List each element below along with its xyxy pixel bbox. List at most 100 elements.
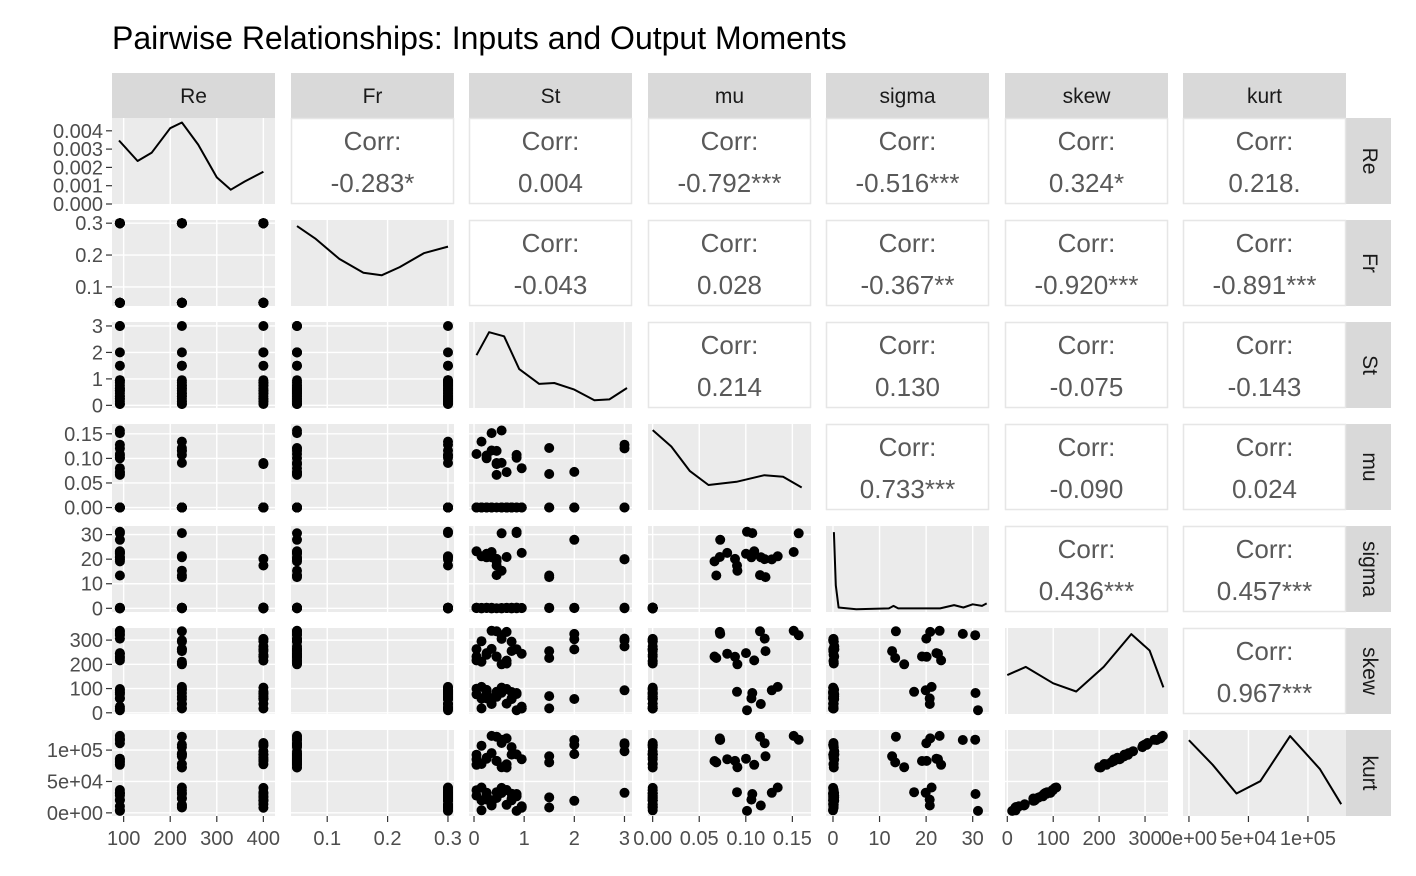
corr-value-Re-skew: 0.324*: [1049, 168, 1124, 198]
row-strip-Fr: [1346, 220, 1391, 306]
scatter-point-kurt-Re: [258, 795, 269, 806]
scatter-point-kurt-skew: [1019, 799, 1030, 810]
scatter-point-kurt-Re: [114, 753, 125, 764]
scatter-point-skew-St: [491, 626, 502, 637]
x-tick-label-skew: 0: [1002, 828, 1013, 850]
scatter-point-skew-Re: [258, 693, 269, 704]
scatter-point-skew-St: [516, 648, 527, 659]
corr-panel-Fr-kurt: [1182, 219, 1347, 307]
scatter-point-skew-mu: [742, 705, 752, 716]
scatter-point-kurt-mu: [732, 787, 742, 798]
scatter-point-sigma-St: [516, 547, 527, 558]
column-strip-label-kurt: kurt: [1247, 85, 1282, 108]
column-strip-label-St: St: [541, 85, 561, 108]
scatter-point-sigma-mu: [730, 553, 740, 564]
x-tick-label-St: 0: [468, 828, 479, 850]
panel-bg-sigma-Re: [112, 526, 275, 612]
scatter-point-sigma-mu: [715, 534, 726, 545]
scatter-point-mu-Re: [176, 443, 187, 453]
scatter-point-skew-mu: [741, 648, 751, 659]
scatter-point-kurt-St: [619, 746, 630, 757]
corr-label: Corr:: [1058, 228, 1116, 258]
corr-panel-sigma-skew: [1004, 525, 1169, 613]
scatter-point-skew-St: [506, 646, 517, 656]
scatter-point-skew-Fr: [292, 651, 302, 662]
corr-label: Corr:: [1236, 228, 1294, 258]
scatter-point-sigma-mu: [793, 528, 804, 539]
scatter-point-sigma-St: [481, 548, 492, 559]
scatter-point-kurt-mu: [647, 759, 658, 770]
scatter-point-sigma-Fr: [443, 602, 453, 613]
scatter-point-St-Re: [114, 321, 125, 331]
corr-label: Corr:: [1058, 126, 1116, 156]
y-tick-label-skew: 0: [92, 703, 103, 725]
scatter-point-mu-St: [471, 449, 482, 459]
scatter-point-skew-Re: [176, 683, 187, 694]
scatter-point-skew-sigma: [970, 688, 981, 698]
scatter-point-skew-sigma: [828, 634, 839, 645]
density-curve-kurt: [1188, 735, 1343, 805]
scatter-point-sigma-St: [544, 572, 555, 583]
scatter-point-kurt-mu: [715, 735, 726, 745]
row-strip-label-mu: mu: [1358, 452, 1381, 481]
scatter-point-skew-sigma: [970, 630, 981, 641]
scatter-point-mu-Re: [114, 428, 125, 439]
scatter-point-kurt-skew: [1141, 739, 1152, 750]
corr-label: Corr:: [1058, 330, 1116, 360]
scatter-point-skew-Re: [114, 648, 125, 659]
scatter-point-kurt-sigma: [957, 735, 968, 745]
scatter-point-skew-mu: [760, 646, 771, 657]
scatter-point-mu-St: [506, 502, 517, 513]
corr-value-Re-Fr: -0.283*: [331, 168, 415, 198]
density-curve-Re: [118, 121, 264, 191]
column-strip-kurt: [1183, 73, 1346, 118]
x-tick-label-sigma: 10: [868, 828, 890, 850]
y-tick-label-Re: 0.002: [53, 157, 103, 179]
scatter-point-skew-sigma: [829, 643, 839, 654]
panel-bg-mu-Fr: [291, 424, 454, 510]
scatter-point-skew-St: [496, 633, 507, 644]
scatter-point-kurt-Re: [176, 785, 187, 796]
scatter-point-St-Fr: [292, 321, 302, 331]
scatter-point-kurt-skew: [1010, 802, 1021, 813]
x-tick-label-skew: 200: [1082, 828, 1115, 850]
scatter-point-skew-mu: [647, 634, 658, 645]
x-tick-label-skew: 300: [1128, 828, 1161, 850]
scatter-point-mu-Fr: [292, 502, 302, 513]
scatter-point-kurt-sigma: [909, 787, 920, 798]
row-strip-skew: [1346, 628, 1391, 714]
scatter-point-kurt-St: [569, 795, 580, 806]
y-tick-label-sigma: 30: [81, 525, 103, 547]
scatter-point-kurt-St: [486, 748, 497, 759]
scatter-point-skew-St: [544, 691, 555, 702]
row-strip-label-skew: skew: [1358, 647, 1381, 696]
scatter-point-kurt-sigma: [829, 748, 839, 759]
scatter-point-sigma-Re: [176, 528, 187, 539]
x-tick-label-mu: 0.05: [680, 828, 719, 850]
panel-bg-kurt-mu: [648, 730, 811, 816]
x-tick-label-sigma: 0: [827, 828, 838, 850]
density-curve-mu: [652, 429, 803, 489]
scatter-point-skew-sigma: [890, 626, 901, 637]
scatter-point-skew-mu: [732, 686, 742, 697]
scatter-point-skew-mu: [647, 643, 658, 654]
scatter-point-mu-St: [501, 467, 512, 478]
scatter-point-skew-St: [569, 644, 580, 655]
corr-value-sigma-kurt: 0.457***: [1217, 576, 1312, 606]
corr-panel-Re-skew: [1004, 117, 1169, 205]
corr-value-Re-St: 0.004: [518, 168, 583, 198]
scatter-point-St-Re: [258, 388, 269, 399]
scatter-point-kurt-Fr: [443, 788, 453, 798]
corr-label: Corr:: [879, 432, 937, 462]
corr-value-sigma-skew: 0.436***: [1039, 576, 1134, 606]
scatter-point-skew-Re: [176, 659, 187, 670]
corr-panel-Re-mu: [647, 117, 812, 205]
scatter-point-skew-mu: [766, 685, 777, 696]
scatter-point-St-Re: [176, 347, 187, 358]
corr-value-Fr-skew: -0.920***: [1034, 270, 1138, 300]
corr-value-Fr-mu: 0.028: [697, 270, 762, 300]
scatter-point-skew-Re: [258, 703, 269, 714]
scatter-point-mu-St: [491, 469, 502, 480]
column-strip-Fr: [291, 73, 454, 118]
